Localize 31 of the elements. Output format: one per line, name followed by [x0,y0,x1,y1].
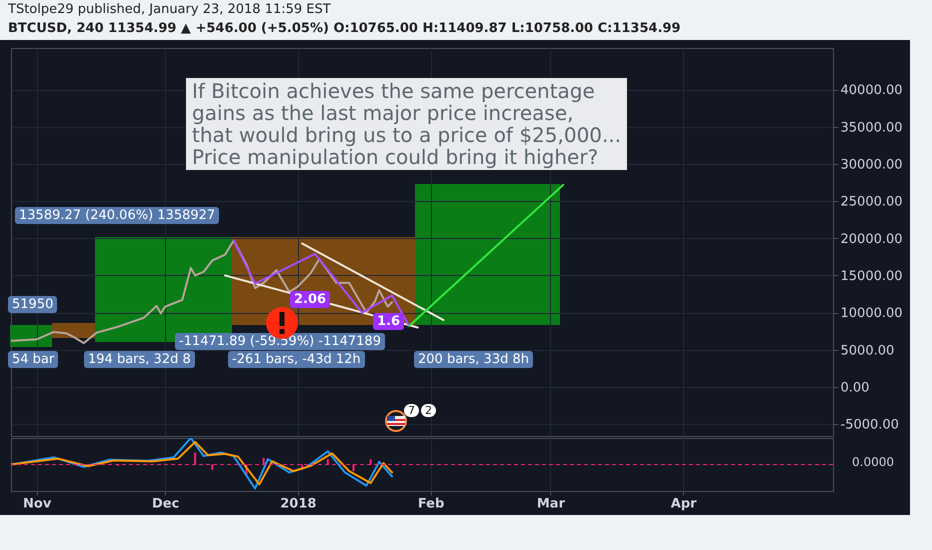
annotation: 2 [421,404,436,417]
y-tick-label: 10000.00 [840,306,903,322]
text: 0.0000 [851,454,895,470]
annotation: If Bitcoin achieves the same percentage gains as the last major price increase, that would bring us to a price of $25,000... Price manipulation could bring it higher? [186,78,628,170]
x-tick-label: Apr [670,496,698,512]
x-tick-label: Dec [152,496,180,512]
annotation: 7 [404,404,419,417]
chart-title: TStolpe29 published, January 23, 2018 11:59 EST [8,1,332,19]
annotation: 54 bar [8,351,58,368]
annotation: 194 bars, 32d 8 [84,351,195,368]
annotation: 200 bars, 33d 8h [414,351,533,368]
x-tick-label: Nov [23,496,52,512]
line-series [232,240,410,327]
annotation: -261 bars, -43d 12h [228,351,365,368]
annotation: 1.6 [373,313,404,330]
x-tick-label: Mar [536,496,566,512]
y-tick-label: 15000.00 [840,268,903,284]
annotation: 13589.27 (240.06%) 1358927 [15,207,220,224]
chart-subtitle: BTCUSD, 240 11354.99 ▲ +546.00 (+5.05%) O:10765.00 H:11409.87 L:10758.00 C:11354.99 [8,20,682,38]
y-tick-label: 35000.00 [840,120,903,136]
y-tick-label: 30000.00 [840,157,903,172]
y-tick-label: 5000.00 [840,343,894,358]
annotation: 2.06 [290,291,330,308]
x-tick-label: 2018 [280,496,316,512]
annotation: 51950 [8,296,58,313]
y-tick-label: 25000.00 [840,194,903,210]
x-tick-label: Feb [418,496,444,512]
y-tick-label: -5000.00 [840,418,899,433]
y-tick-label: 20000.00 [840,232,903,247]
y-tick-label: 0.00 [840,380,870,396]
y-tick-label: 40000.00 [840,83,903,98]
